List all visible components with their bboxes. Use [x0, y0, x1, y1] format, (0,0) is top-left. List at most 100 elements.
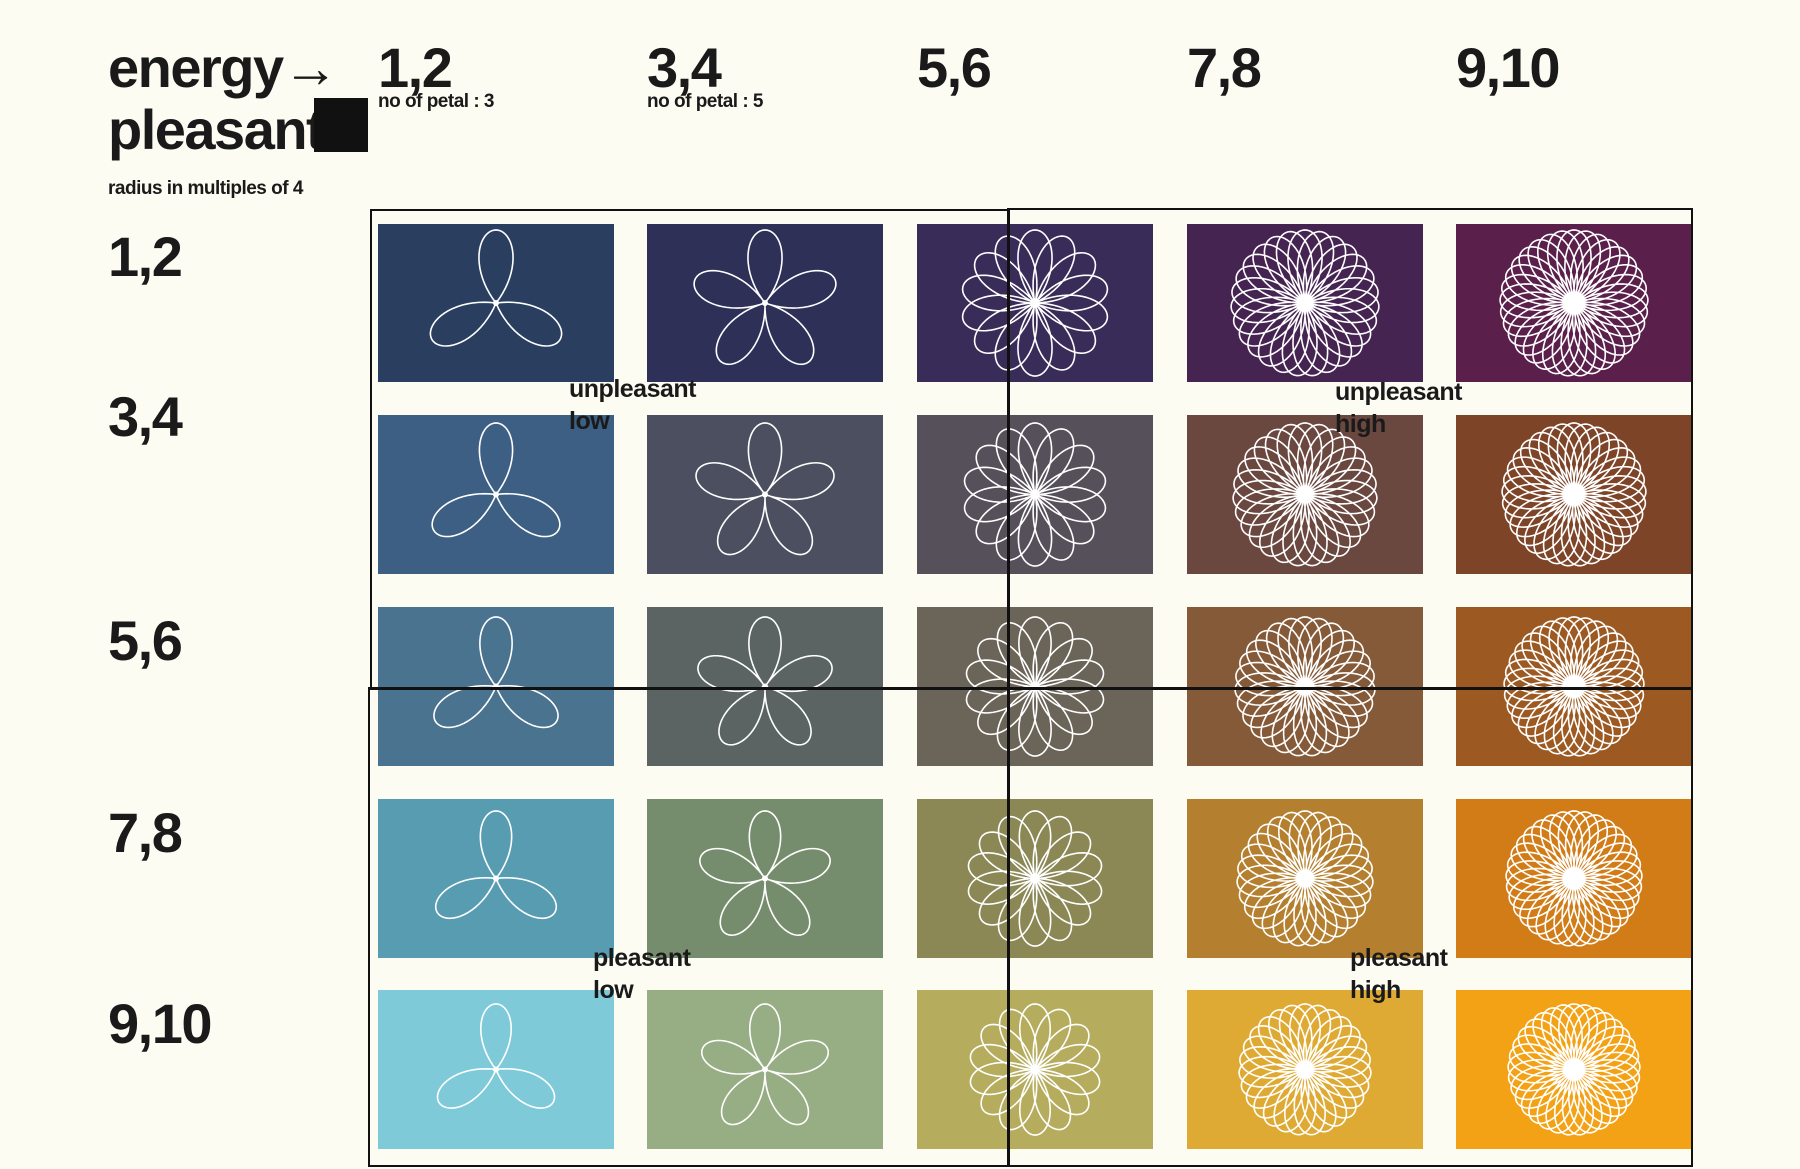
- flower-center: [1032, 300, 1038, 306]
- mood-tile-r5-c4: [1187, 990, 1423, 1149]
- flower-center: [762, 875, 768, 882]
- column-header-2: 3,4: [647, 36, 722, 99]
- flower-graphic: [1187, 224, 1423, 382]
- flower-icon: [1234, 616, 1376, 757]
- row-label-1: 1,2: [108, 225, 183, 288]
- flower-icon: [695, 422, 835, 556]
- flower-graphic: [647, 799, 883, 958]
- black-square-marker: [314, 98, 368, 152]
- flower-icon: [434, 810, 558, 920]
- flower-icon: [1503, 616, 1645, 757]
- flower-icon: [700, 1003, 830, 1126]
- flower-icon: [693, 229, 837, 366]
- flower-center: [762, 491, 768, 498]
- flower-graphic: [378, 415, 614, 574]
- flower-center: [1302, 683, 1308, 690]
- flower-icon: [965, 616, 1105, 757]
- mood-tile-r3-c4: [1187, 607, 1423, 766]
- mood-tile-r2-c1: [378, 415, 614, 574]
- flower-icon: [961, 229, 1109, 377]
- flower-graphic: [1456, 607, 1692, 766]
- flower-center: [1571, 300, 1577, 306]
- flower-icon: [1505, 810, 1643, 947]
- flower-graphic: [1187, 990, 1423, 1149]
- flower-icon: [1230, 229, 1380, 377]
- flower-center: [1571, 683, 1577, 690]
- mood-tile-r1-c4: [1187, 224, 1423, 382]
- flower-graphic: [378, 990, 614, 1149]
- flower-center: [493, 683, 499, 690]
- mood-tile-r3-c5: [1456, 607, 1692, 766]
- mood-tile-r5-c5: [1456, 990, 1692, 1149]
- column-header-4: 7,8: [1187, 36, 1262, 99]
- flower-icon: [699, 810, 831, 937]
- mood-tile-r1-c2: [647, 224, 883, 382]
- mood-tile-r1-c1: [378, 224, 614, 382]
- quadrant-label-pleasant-low: pleasant low: [593, 944, 691, 1004]
- flower-center: [1032, 1066, 1038, 1073]
- flower-graphic: [647, 415, 883, 574]
- radius-note: radius in multiples of 4: [108, 178, 303, 199]
- flower-graphic: [1456, 799, 1692, 958]
- flower-icon: [1507, 1003, 1641, 1136]
- flower-icon: [1238, 1003, 1372, 1136]
- flower-center: [1032, 491, 1038, 498]
- flower-center: [762, 1066, 768, 1073]
- quadrant-label-unpleasant-high: unpleasant high: [1335, 378, 1462, 438]
- flower-icon: [963, 422, 1107, 567]
- flower-graphic: [1187, 415, 1423, 574]
- mood-tile-r2-c2: [647, 415, 883, 574]
- flower-icon: [1499, 229, 1649, 377]
- flower-icon: [1501, 422, 1647, 567]
- mood-tile-r5-c1: [378, 990, 614, 1149]
- flower-graphic: [1456, 990, 1692, 1149]
- mood-tile-r2-c3: [917, 415, 1153, 574]
- flower-icon: [431, 422, 561, 538]
- flower-icon: [969, 1003, 1101, 1136]
- flower-center: [1571, 1066, 1577, 1073]
- column-header-5: 9,10: [1456, 36, 1561, 99]
- column-header-1: 1,2: [378, 36, 453, 99]
- flower-center: [1571, 491, 1577, 498]
- flower-graphic: [917, 990, 1153, 1149]
- flower-center: [493, 1066, 499, 1073]
- flower-center: [1032, 683, 1038, 690]
- mood-tile-r3-c2: [647, 607, 883, 766]
- flower-center: [1032, 875, 1038, 882]
- flower-graphic: [647, 224, 883, 382]
- flower-graphic: [378, 799, 614, 958]
- flower-graphic: [378, 607, 614, 766]
- quadrant-label-unpleasant-low: unpleasant low: [569, 375, 696, 435]
- flower-graphic: [917, 799, 1153, 958]
- mood-tile-r3-c3: [917, 607, 1153, 766]
- flower-graphic: [1187, 799, 1423, 958]
- flower-icon: [967, 810, 1103, 947]
- energy-label: energy: [108, 36, 284, 99]
- quadrant-label-pleasant-high: pleasant high: [1350, 944, 1448, 1004]
- flower-center: [1571, 875, 1577, 882]
- flower-icon: [436, 1003, 556, 1109]
- flower-graphic: [378, 224, 614, 382]
- column-header-3: 5,6: [917, 36, 992, 99]
- flower-center: [493, 875, 499, 882]
- flower-center: [1302, 1066, 1308, 1073]
- energy-axis-label: energy→: [108, 40, 339, 96]
- flower-graphic: [1456, 224, 1692, 382]
- flower-graphic: [917, 415, 1153, 574]
- flower-center: [1302, 875, 1308, 882]
- arrow-right-icon: →: [282, 36, 339, 99]
- mood-tile-r4-c1: [378, 799, 614, 958]
- flower-graphic: [1187, 607, 1423, 766]
- mood-tile-r2-c5: [1456, 415, 1692, 574]
- mood-tile-r5-c3: [917, 990, 1153, 1149]
- petal-note-2: no of petal : 5: [647, 91, 764, 112]
- row-label-5: 9,10: [108, 992, 213, 1055]
- flower-icon: [1232, 422, 1378, 567]
- mood-tile-r4-c5: [1456, 799, 1692, 958]
- flower-center: [762, 683, 768, 690]
- row-label-3: 5,6: [108, 609, 183, 672]
- flower-icon: [697, 616, 833, 746]
- flower-graphic: [647, 990, 883, 1149]
- mood-tile-r4-c4: [1187, 799, 1423, 958]
- flower-icon: [429, 229, 563, 347]
